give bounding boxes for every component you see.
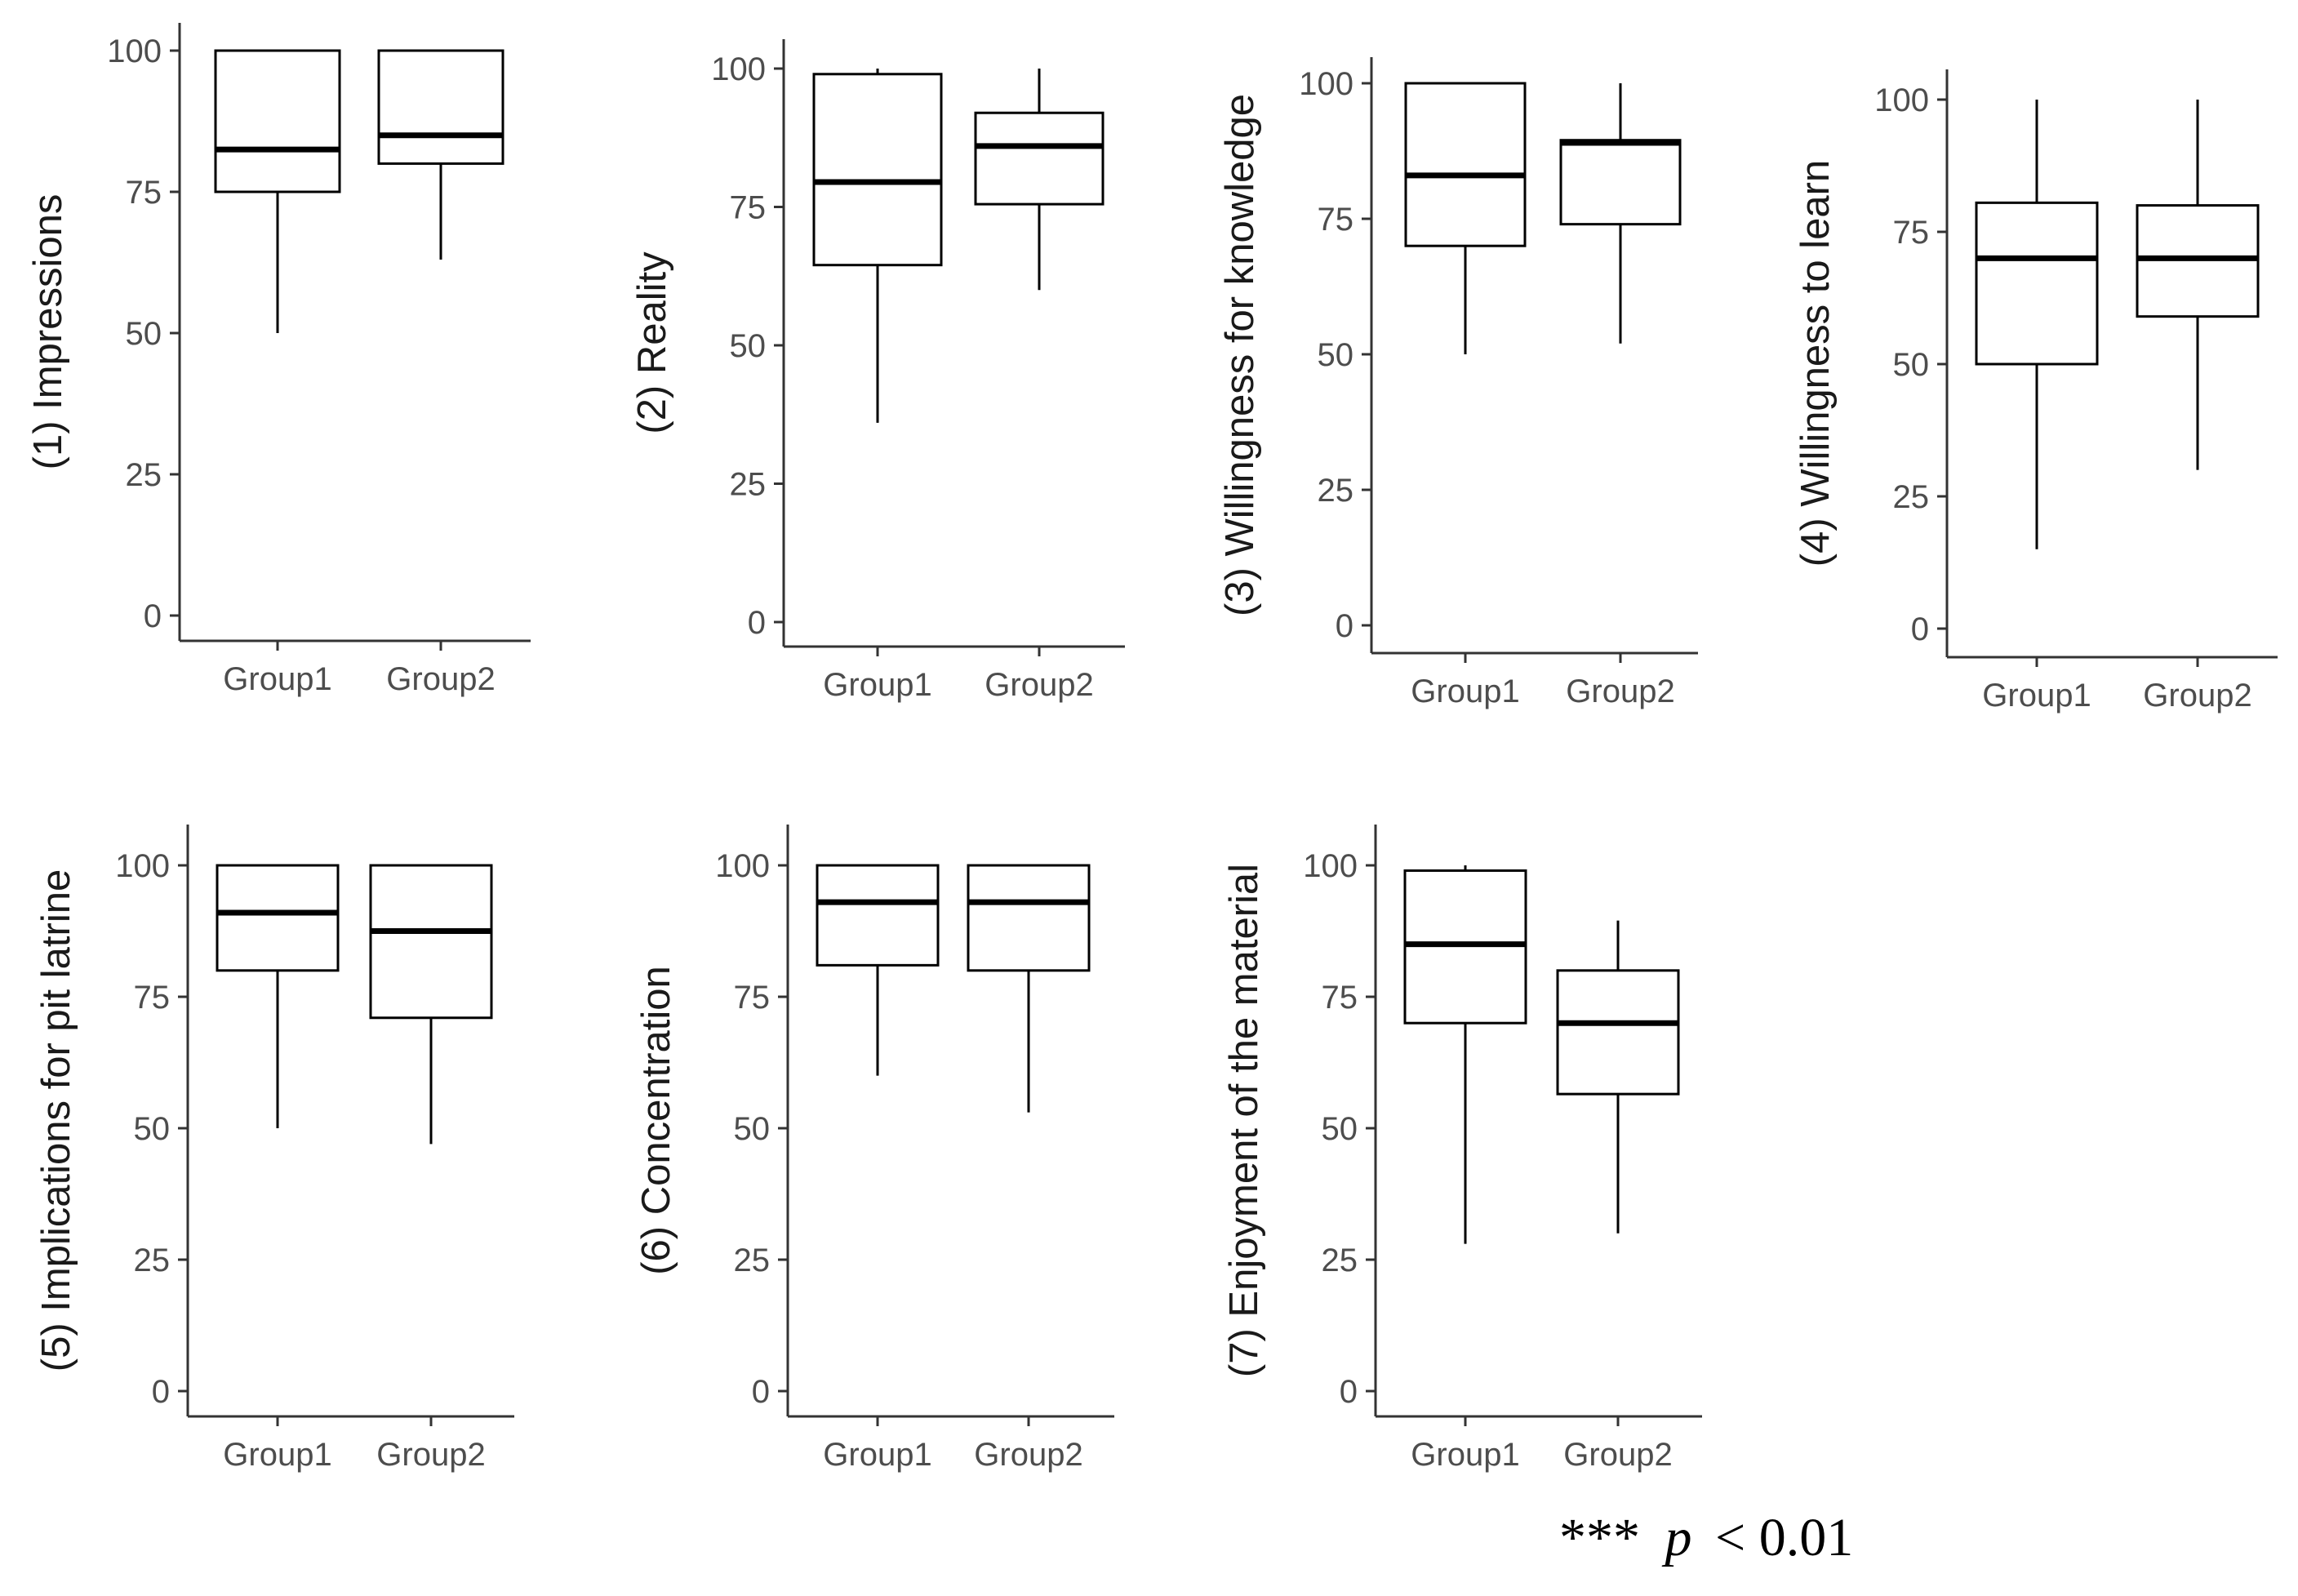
- box-group1: Group1: [816, 864, 940, 1473]
- significance-p-symbol: p: [1662, 1508, 1692, 1567]
- y-tick-label: 50: [126, 316, 162, 352]
- iqr-box: [1556, 969, 1680, 1096]
- iqr-box: [1404, 82, 1527, 247]
- x-tick-label: Group1: [223, 1437, 331, 1473]
- y-tick-label: 25: [1322, 1243, 1358, 1278]
- y-tick-label: 0: [752, 1374, 770, 1410]
- y-tick-label: 50: [1322, 1111, 1358, 1147]
- box-group1: Group1: [214, 49, 341, 697]
- y-axis-title: (2) Reality: [630, 251, 674, 434]
- significance-note: *** p < 0.01: [1559, 1508, 1853, 1567]
- y-tick-label: 75: [134, 980, 171, 1016]
- iqr-box: [1559, 139, 1682, 226]
- box-group1: Group1: [1975, 100, 2099, 714]
- x-tick-label: Group1: [1982, 678, 2091, 714]
- chart-panel-5: 0 25 50 75 100 (5) Implications for pit latri…: [34, 825, 514, 1473]
- x-tick-label: Group2: [1563, 1437, 1672, 1473]
- y-tick-label: 25: [734, 1243, 771, 1278]
- y-tick-label: 100: [715, 848, 770, 884]
- chart-panel-3: 0 25 50 75 100 (3) Willingness for knowledge G…: [1218, 57, 1698, 709]
- chart-panel-2: 0 25 50 75 100 (2) Reality Group1 Group2: [630, 39, 1125, 703]
- y-axis-title: (1) Impressions: [26, 194, 70, 470]
- y-tick-label: 25: [730, 467, 767, 503]
- box-group2: Group2: [377, 49, 504, 697]
- y-axis-title: (4) Willingness to learn: [1794, 160, 1838, 567]
- y-axis-title: (7) Enjoyment of the material: [1222, 864, 1266, 1377]
- y-tick-label: 0: [1336, 608, 1353, 644]
- box-group2: Group2: [974, 69, 1105, 703]
- y-axis-title: (6) Concentration: [634, 966, 678, 1275]
- box-group2: Group2: [369, 864, 493, 1473]
- chart-panel-6: 0 25 50 75 100 (6) Concentration Group1 Group2: [634, 825, 1114, 1473]
- box-group2: Group2: [2136, 100, 2260, 714]
- y-tick-label: 25: [1893, 479, 1930, 515]
- y-tick-label: 50: [1318, 337, 1354, 373]
- x-tick-label: Group2: [376, 1437, 485, 1473]
- y-tick-label: 100: [1303, 848, 1358, 884]
- x-tick-label: Group2: [985, 667, 1093, 703]
- y-tick-label: 25: [1318, 473, 1354, 509]
- y-tick-label: 100: [107, 33, 162, 69]
- iqr-box: [214, 49, 341, 193]
- iqr-box: [812, 73, 943, 267]
- box-group1: Group1: [1403, 865, 1527, 1473]
- y-axis-title: (5) Implications for pit latrine: [34, 869, 78, 1371]
- y-axis-title: (3) Willingness for knowledge: [1218, 94, 1262, 616]
- y-tick-label: 75: [1893, 215, 1930, 251]
- y-tick-label: 0: [1340, 1374, 1358, 1410]
- chart-panel-1: 0 25 50 75 100 (1) Impressions Group1 Group2: [26, 23, 531, 697]
- y-tick-label: 75: [734, 980, 771, 1016]
- y-tick-label: 0: [144, 598, 162, 634]
- y-tick-label: 75: [1322, 980, 1358, 1016]
- y-tick-label: 0: [1911, 611, 1929, 647]
- box-group1: Group1: [812, 69, 943, 703]
- x-tick-label: Group2: [386, 661, 495, 697]
- iqr-box: [816, 864, 940, 967]
- y-tick-label: 50: [134, 1111, 171, 1147]
- iqr-box: [1975, 201, 2099, 366]
- chart-panel-7: 0 25 50 75 100 (7) Enjoyment of the material G…: [1222, 825, 1702, 1473]
- x-tick-label: Group1: [223, 661, 331, 697]
- y-tick-label: 100: [1299, 66, 1353, 102]
- y-tick-label: 50: [734, 1111, 771, 1147]
- box-group2: Group2: [967, 864, 1091, 1473]
- x-tick-label: Group2: [2143, 678, 2251, 714]
- iqr-box: [216, 864, 340, 972]
- y-tick-label: 100: [115, 848, 170, 884]
- x-tick-label: Group2: [974, 1437, 1082, 1473]
- chart-panel-4: 0 25 50 75 100 (4) Willingness to learn Group1…: [1794, 69, 2278, 714]
- iqr-box: [974, 111, 1105, 206]
- y-tick-label: 50: [1893, 347, 1930, 383]
- x-tick-label: Group1: [823, 1437, 931, 1473]
- x-tick-label: Group1: [1411, 674, 1519, 709]
- significance-stars: ***: [1559, 1508, 1640, 1567]
- box-group1: Group1: [216, 864, 340, 1473]
- box-group2: Group2: [1559, 83, 1682, 709]
- box-group1: Group1: [1404, 82, 1527, 709]
- significance-threshold: < 0.01: [1715, 1508, 1853, 1567]
- x-tick-label: Group2: [1566, 674, 1674, 709]
- y-tick-label: 25: [134, 1243, 171, 1278]
- box-group2: Group2: [1556, 920, 1680, 1473]
- y-tick-label: 50: [730, 328, 767, 364]
- x-tick-label: Group1: [823, 667, 931, 703]
- iqr-box: [377, 49, 504, 165]
- y-tick-label: 0: [748, 605, 766, 641]
- y-tick-label: 75: [126, 175, 162, 211]
- y-tick-label: 100: [1874, 82, 1929, 118]
- iqr-box: [967, 864, 1091, 972]
- y-tick-label: 75: [1318, 202, 1354, 238]
- y-tick-label: 0: [152, 1374, 170, 1410]
- y-tick-label: 75: [730, 190, 767, 226]
- x-tick-label: Group1: [1411, 1437, 1519, 1473]
- iqr-box: [369, 864, 493, 1020]
- y-tick-label: 100: [711, 51, 766, 87]
- y-tick-label: 25: [126, 457, 162, 493]
